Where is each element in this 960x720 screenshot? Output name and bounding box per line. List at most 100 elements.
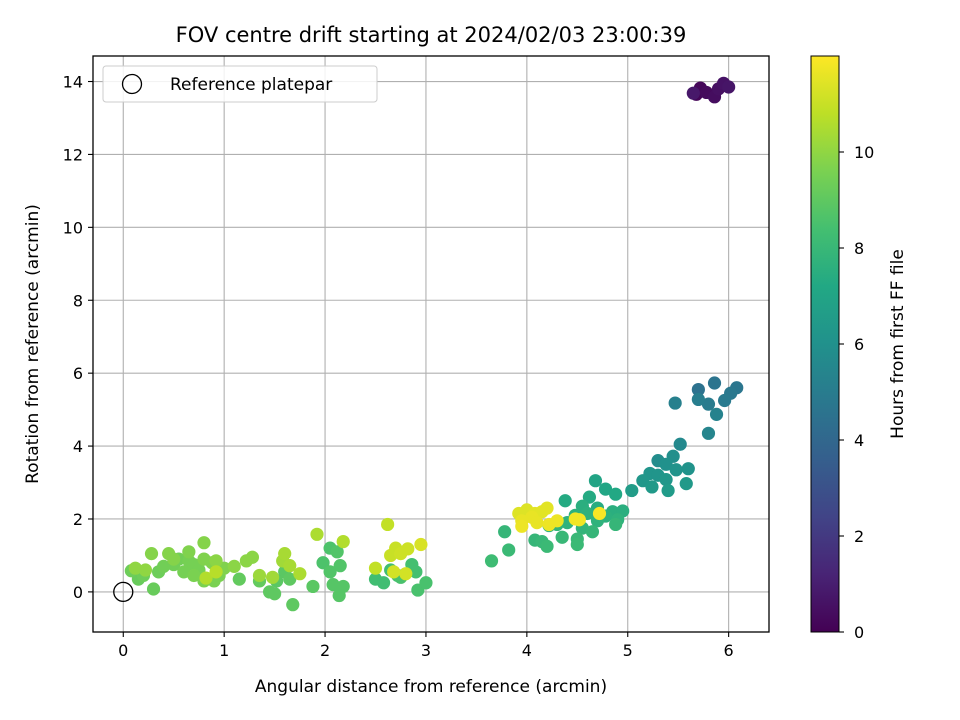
reference-platepar-point <box>113 581 134 603</box>
y-tick-label: 6 <box>73 364 83 383</box>
data-point <box>286 598 300 612</box>
colorbar-tick-label: 8 <box>854 239 864 258</box>
data-point <box>278 547 292 561</box>
data-points <box>113 76 744 612</box>
colorbar-tick-label: 6 <box>854 335 864 354</box>
data-point <box>540 501 554 515</box>
data-point <box>381 517 395 532</box>
colorbar-tick-label: 0 <box>854 623 864 642</box>
data-point <box>722 80 736 94</box>
data-point <box>376 576 391 590</box>
data-point <box>707 376 722 390</box>
data-point <box>661 483 675 498</box>
data-point <box>718 393 732 408</box>
data-point <box>401 542 415 556</box>
data-point <box>686 86 700 100</box>
legend-box <box>102 65 378 103</box>
x-tick-label: 0 <box>118 641 128 660</box>
data-point <box>316 556 330 570</box>
data-point <box>138 563 153 577</box>
data-point <box>268 587 282 601</box>
data-point <box>691 392 705 407</box>
data-point <box>177 565 191 579</box>
data-point <box>659 473 673 487</box>
data-point <box>555 530 569 544</box>
x-tick-label: 1 <box>219 641 229 660</box>
colorbar: 0 2 4 6 8 10 Hours from first FF file <box>810 55 908 642</box>
x-tick-label: 6 <box>724 641 734 660</box>
data-point <box>609 487 623 501</box>
colorbar-gradient <box>810 55 840 633</box>
y-tick-label: 10 <box>63 218 83 237</box>
data-point <box>673 437 687 451</box>
data-point <box>144 547 159 561</box>
chart-title: FOV centre drift starting at 2024/02/03 … <box>176 23 687 47</box>
data-point <box>502 543 516 557</box>
data-point <box>333 559 347 573</box>
data-point <box>387 565 401 579</box>
colorbar-label: Hours from first FF file <box>888 249 908 439</box>
data-point <box>232 572 246 586</box>
data-point <box>609 517 623 532</box>
data-point <box>419 576 433 590</box>
y-tick-label: 8 <box>73 291 83 310</box>
data-point <box>592 506 607 521</box>
data-point <box>323 565 337 579</box>
colorbar-tick-label: 10 <box>854 143 874 162</box>
data-point <box>625 483 639 498</box>
data-point <box>409 565 423 579</box>
data-point <box>128 561 142 575</box>
data-point <box>326 578 340 592</box>
y-tick-label: 14 <box>63 73 83 92</box>
data-point <box>681 462 695 476</box>
data-point <box>336 534 350 549</box>
data-point <box>265 570 280 584</box>
data-point <box>414 537 428 552</box>
data-point <box>530 516 544 530</box>
data-point <box>515 519 529 533</box>
data-point <box>659 457 673 471</box>
data-point <box>146 582 161 596</box>
data-point <box>306 579 320 594</box>
y-tick-label: 12 <box>63 145 83 164</box>
data-point <box>709 407 724 421</box>
colorbar-tick-label: 4 <box>854 431 864 450</box>
data-point <box>227 559 241 573</box>
data-point <box>283 572 297 586</box>
x-axis-label: Angular distance from reference (arcmin) <box>255 677 607 697</box>
data-point <box>669 463 683 477</box>
data-point <box>558 494 572 508</box>
data-point <box>570 537 584 552</box>
data-point <box>484 554 499 568</box>
y-tick-label: 2 <box>73 510 83 529</box>
x-tick-label: 3 <box>421 641 431 660</box>
data-point <box>330 545 344 559</box>
data-point <box>197 552 211 566</box>
data-point <box>679 477 693 491</box>
data-point <box>310 527 324 541</box>
data-point <box>182 545 196 559</box>
data-point <box>245 550 260 564</box>
data-point <box>691 382 705 397</box>
data-point <box>157 559 171 573</box>
x-tick-label: 5 <box>623 641 633 660</box>
plot-area-frame <box>92 55 770 633</box>
data-point <box>598 482 613 496</box>
data-point <box>209 565 223 579</box>
legend: Reference platepar <box>102 65 378 103</box>
data-point <box>252 568 267 583</box>
data-point <box>701 397 716 411</box>
grid <box>93 56 769 632</box>
x-tick-label: 2 <box>320 641 330 660</box>
data-point <box>498 525 512 539</box>
data-point <box>199 571 213 585</box>
colorbar-ticks: 0 2 4 6 8 10 <box>839 143 874 642</box>
data-point <box>167 552 181 566</box>
data-point <box>209 554 223 568</box>
data-point <box>332 588 346 603</box>
data-point <box>572 513 586 527</box>
data-point <box>645 480 659 494</box>
data-point <box>540 539 554 553</box>
data-point <box>197 536 211 550</box>
data-point <box>368 561 383 575</box>
